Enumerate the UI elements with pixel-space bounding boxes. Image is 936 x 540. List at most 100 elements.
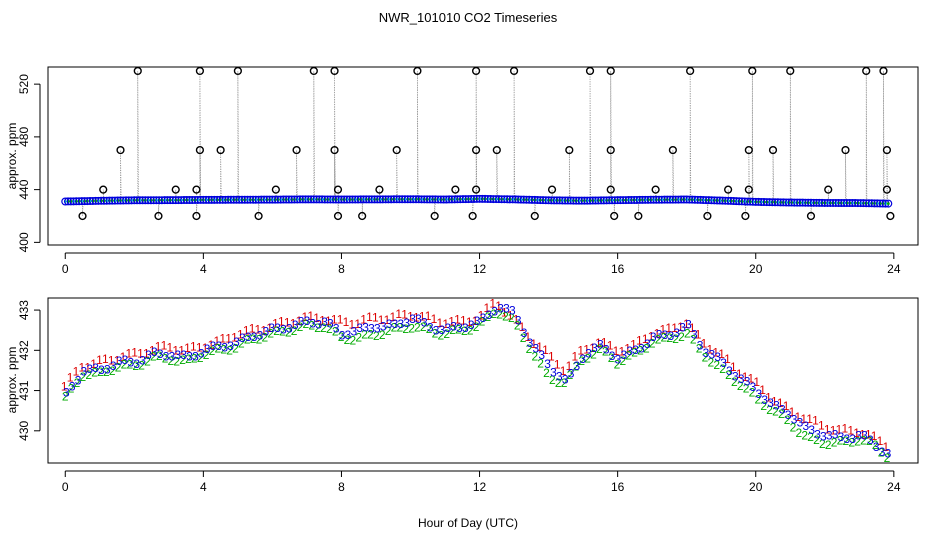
spike-point xyxy=(330,145,339,155)
series-1-label: 1 xyxy=(460,314,467,328)
series-3-label: 3 xyxy=(791,413,798,427)
series-1-label: 1 xyxy=(689,321,696,335)
series-3-label: 3 xyxy=(703,346,710,360)
series-3-label: 3 xyxy=(327,316,334,330)
x-axis-label: Hour of Day (UTC) xyxy=(418,516,518,530)
spike-point xyxy=(375,185,384,194)
series-2-label: 2 xyxy=(203,348,210,362)
series-2-label: 2 xyxy=(831,435,838,449)
series-3-label: 3 xyxy=(157,347,164,361)
spike-point xyxy=(610,211,619,221)
series-2-label: 2 xyxy=(144,354,151,368)
series-2-label: 2 xyxy=(801,429,808,443)
series-3-label: 3 xyxy=(867,433,874,447)
series-1-label: 1 xyxy=(466,315,473,329)
series-2-label: 2 xyxy=(297,320,304,334)
series-2-label: 2 xyxy=(414,321,421,335)
series-3-label: 3 xyxy=(491,304,498,318)
series-3-label: 3 xyxy=(462,321,469,335)
series-3-label: 3 xyxy=(714,350,721,364)
series-1-label: 1 xyxy=(571,350,578,364)
series-3-label: 3 xyxy=(550,365,557,379)
top-x-tick-label: 16 xyxy=(611,262,625,276)
spike-point xyxy=(468,211,477,221)
series-2-label: 2 xyxy=(150,350,157,364)
series-3-label: 3 xyxy=(509,304,516,318)
series-1-label: 1 xyxy=(378,313,385,327)
spike-point xyxy=(606,66,615,76)
series-3-label: 3 xyxy=(351,325,358,339)
series-1-label: 1 xyxy=(853,426,860,440)
series-1-label: 1 xyxy=(90,357,97,371)
series-3-label: 3 xyxy=(644,337,651,351)
spike-point xyxy=(768,145,778,155)
series-1-label: 1 xyxy=(554,358,561,372)
series-2-label: 2 xyxy=(80,370,87,384)
series-1-label: 1 xyxy=(618,345,625,359)
series-2-label: 2 xyxy=(303,317,310,331)
series-1-label: 1 xyxy=(871,429,878,443)
spike-point xyxy=(192,185,201,194)
series-2-label: 2 xyxy=(232,341,239,355)
series-1-label: 1 xyxy=(660,323,667,337)
series-2-label: 2 xyxy=(85,368,92,382)
series-3-label: 3 xyxy=(885,446,892,460)
series-3-label: 3 xyxy=(603,343,610,357)
spike-point xyxy=(606,185,615,194)
spike-point xyxy=(744,145,753,155)
spike-point xyxy=(195,66,205,76)
series-2-label: 2 xyxy=(772,405,779,419)
series-2-label: 2 xyxy=(197,351,204,365)
spike-point xyxy=(886,211,895,221)
series-1-label: 1 xyxy=(566,359,573,373)
top-y-axis-label: approx. ppm xyxy=(5,123,19,190)
spike-point xyxy=(430,211,439,221)
spike-point xyxy=(392,145,401,155)
spike-point xyxy=(99,185,108,194)
series-1-label: 1 xyxy=(419,309,426,323)
series-3-label: 3 xyxy=(204,342,211,356)
bottom-x-tick-label: 24 xyxy=(887,480,901,494)
series-2-label: 2 xyxy=(74,376,81,390)
series-1-label: 1 xyxy=(172,344,179,358)
spike-point xyxy=(703,211,712,221)
series-2-label: 2 xyxy=(115,360,122,374)
series-3-label: 3 xyxy=(198,347,205,361)
series-3-label: 3 xyxy=(163,349,170,363)
series-2-label: 2 xyxy=(68,382,75,396)
series-3-label: 3 xyxy=(221,341,228,355)
series-1-label: 1 xyxy=(354,317,361,331)
bottom-x-tick-label: 12 xyxy=(473,480,487,494)
series-3-label: 3 xyxy=(667,329,674,343)
series-3-label: 3 xyxy=(497,301,504,315)
series-3-label: 3 xyxy=(268,321,275,335)
top-x-tick-label: 24 xyxy=(887,262,901,276)
spike-point xyxy=(413,66,422,76)
series-1-label: 1 xyxy=(613,344,620,358)
series-1-label: 1 xyxy=(231,331,238,345)
series-3-label: 3 xyxy=(626,344,633,358)
series-2-label: 2 xyxy=(684,327,691,341)
series-2-label: 2 xyxy=(338,330,345,344)
series-2-label: 2 xyxy=(385,324,392,338)
series-2-label: 2 xyxy=(878,445,885,459)
series-2-label: 2 xyxy=(426,322,433,336)
series-1-label: 1 xyxy=(536,340,543,354)
series-3-label: 3 xyxy=(81,365,88,379)
series-2-label: 2 xyxy=(121,358,128,372)
series-1-label: 1 xyxy=(302,310,309,324)
series-1-label: 1 xyxy=(847,423,854,437)
series-3-label: 3 xyxy=(257,328,264,342)
series-1-label: 1 xyxy=(196,341,203,355)
series-3-label: 3 xyxy=(797,416,804,430)
series-1-label: 1 xyxy=(695,328,702,342)
series-3-label: 3 xyxy=(309,317,316,331)
series-3-label: 3 xyxy=(339,328,346,342)
series-3-label: 3 xyxy=(75,374,82,388)
series-3-label: 3 xyxy=(380,319,387,333)
spike-point xyxy=(471,145,481,155)
spike-point xyxy=(585,66,595,76)
series-2-label: 2 xyxy=(479,315,486,329)
series-3-label: 3 xyxy=(756,387,763,401)
